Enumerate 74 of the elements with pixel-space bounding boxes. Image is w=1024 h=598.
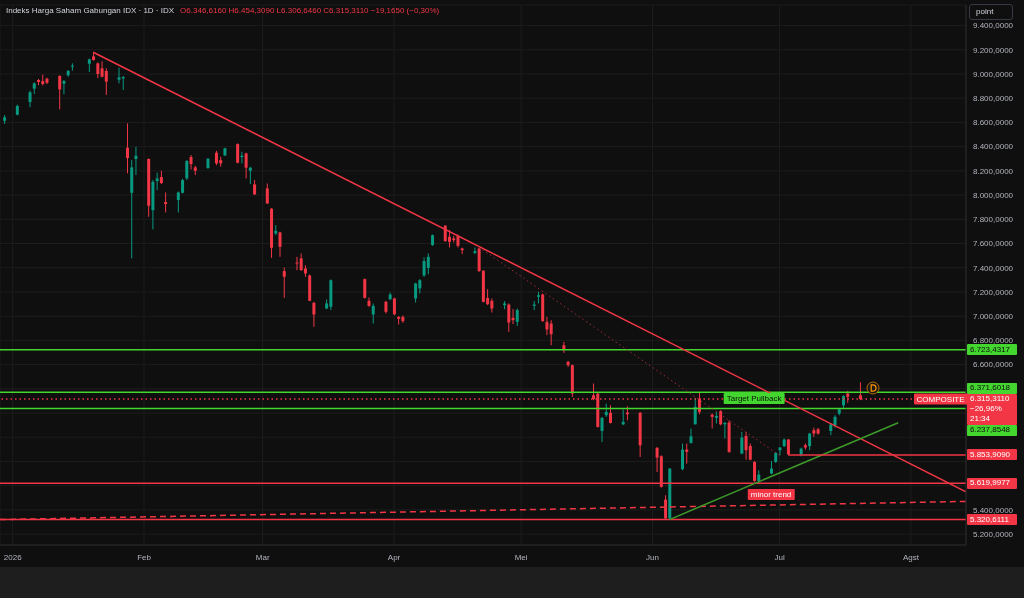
ref-line-label: 6.237,8548	[970, 425, 1017, 436]
candlestick	[125, 122, 129, 174]
candlestick	[104, 67, 108, 96]
y-tick-label: 8.600,0000	[973, 118, 1014, 128]
y-tick-label: 9.200,0000	[973, 45, 1014, 55]
x-tick-label: Mei	[514, 552, 528, 562]
chart-title: Indeks Harga Saham Gabungan IDX · 1D · IDX	[6, 6, 175, 16]
candlestick	[134, 146, 138, 176]
candlestick	[753, 460, 757, 483]
candlestick	[473, 247, 477, 255]
candlestick	[744, 431, 748, 461]
candlestick	[507, 302, 511, 333]
y-tick-label: 6.800,0000	[973, 336, 1014, 346]
candlestick	[545, 316, 549, 336]
x-tick-label: 2026	[3, 552, 23, 562]
y-tick-label: 8.400,0000	[973, 142, 1014, 152]
candlestick	[681, 443, 685, 471]
candlestick	[401, 314, 405, 324]
x-tick-label: Jun	[646, 552, 659, 562]
candlestick	[278, 231, 282, 258]
candlestick	[371, 302, 375, 325]
candlestick	[70, 62, 74, 72]
candlestick	[155, 172, 159, 191]
y-tick-label: 9.000,0000	[973, 69, 1014, 79]
x-tick-label: Feb	[137, 552, 152, 562]
candlestick	[117, 67, 121, 84]
candlestick	[189, 154, 193, 170]
x-tick-label: Jul	[774, 552, 785, 562]
y-tick-label: 9.400,0000	[973, 21, 1014, 31]
y-tick-label: 7.000,0000	[973, 312, 1014, 322]
annotation: COMPOSITE	[913, 393, 968, 405]
candlestick	[295, 256, 299, 271]
ref-line-label: 6.315,3110 −26,96% 21:34	[970, 394, 1017, 425]
candlestick	[422, 256, 426, 278]
candlestick	[312, 301, 316, 328]
candlestick	[566, 360, 570, 368]
x-tick-label: Agst	[902, 552, 920, 562]
annotation: Target Pullback	[723, 393, 785, 405]
x-tick-label: Mar	[255, 552, 270, 562]
series-label: 5.853,9090	[970, 449, 1017, 460]
y-tick-label: 8.000,0000	[973, 190, 1014, 200]
y-tick-label: 5.400,0000	[973, 505, 1014, 515]
candlestick	[490, 297, 494, 314]
y-tick-label: 5.200,0000	[973, 529, 1014, 539]
candlestick	[185, 159, 189, 181]
candlestick	[600, 416, 604, 443]
y-tick-label: 7.600,0000	[973, 239, 1014, 249]
ref-line-label: 5.619,9977	[970, 478, 1017, 489]
candlestick	[62, 79, 66, 95]
candlestick	[549, 319, 553, 346]
x-tick-label: Apr	[387, 552, 401, 562]
ref-line-label: 6.723,4317	[970, 344, 1017, 355]
candlestick	[58, 74, 62, 110]
candlestick	[812, 427, 816, 438]
chart-subtitle: O6.346,6160 H6.454,3090 L6.306,6460 C6.315,3110 −19,1650 (−0,30%)	[180, 6, 440, 16]
candlestick	[693, 397, 697, 426]
y-tick-label: 7.400,0000	[973, 263, 1014, 273]
y-tick-label: 8.800,0000	[973, 94, 1014, 104]
y-tick-label: 7.200,0000	[973, 287, 1014, 297]
y-tick-label: 7.800,0000	[973, 215, 1014, 225]
candlestick	[477, 247, 481, 273]
y-tick-label: 6.600,0000	[973, 360, 1014, 370]
candlestick	[164, 191, 168, 213]
candlestick	[244, 152, 248, 179]
candlestick	[426, 252, 430, 275]
y-tick-label: 8.200,0000	[973, 166, 1014, 176]
text: point	[969, 4, 1013, 20]
candlestick	[265, 182, 269, 205]
candlestick	[282, 266, 286, 299]
candlestick	[608, 404, 612, 425]
ref-line-label: 6.371,6018	[970, 383, 1017, 394]
ref-line-label: 5.320,6111	[970, 514, 1017, 525]
annotation: minor trend	[747, 489, 795, 501]
candlestick	[689, 428, 693, 445]
